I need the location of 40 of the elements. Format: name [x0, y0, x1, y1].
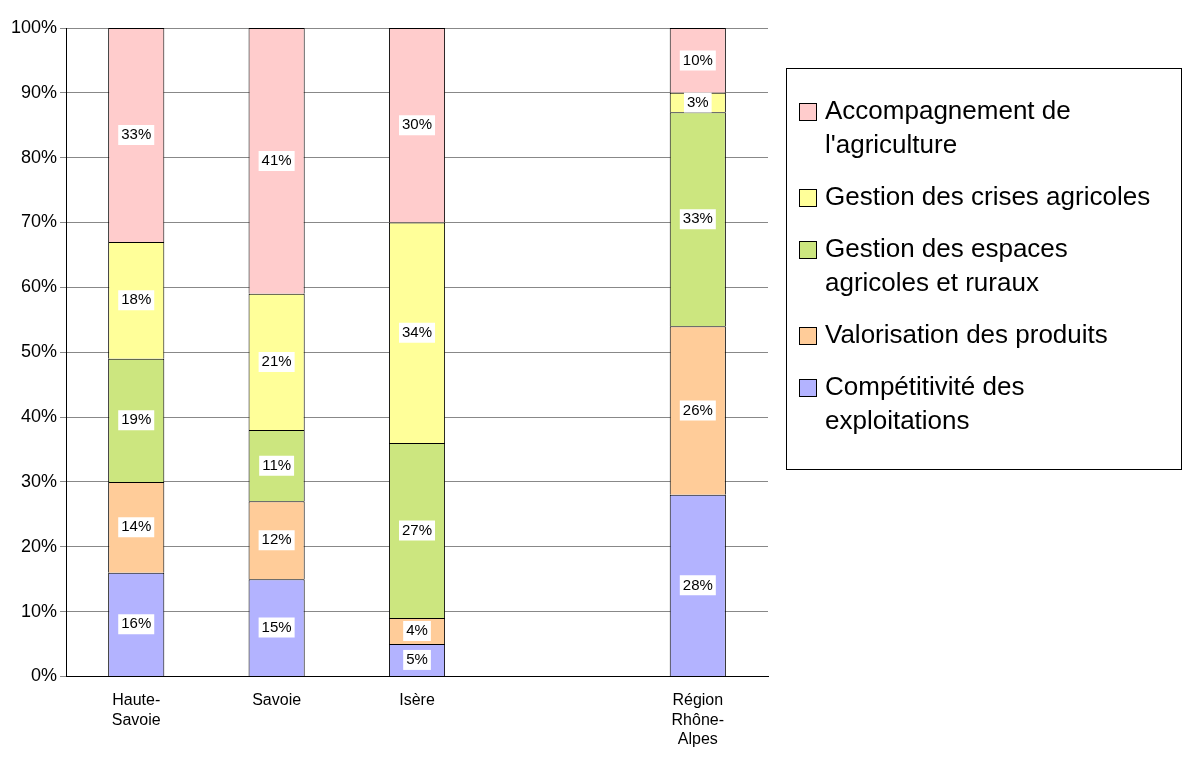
data-label: 4%: [406, 621, 428, 639]
data-label: 3%: [686, 92, 709, 110]
x-tick-label: Isère: [399, 691, 435, 709]
x-tick-label: Région Rhône-Alpes: [671, 691, 725, 747]
data-label: 16%: [121, 614, 152, 632]
legend-label: Valorisation des produits: [825, 318, 1108, 351]
legend-label: Compétitivité des exploitations: [825, 370, 1026, 437]
y-tick-label: 70%: [21, 211, 58, 232]
data-label: 33%: [121, 125, 152, 143]
y-tick-label: 90%: [21, 81, 58, 102]
data-label: 14%: [121, 517, 152, 535]
data-label: 10%: [682, 50, 713, 68]
legend-label: Accompagnement de l'agriculture: [825, 94, 1072, 161]
y-tick-label: 40%: [21, 406, 58, 427]
y-tick-label: 30%: [21, 470, 58, 491]
y-tick-label: 100%: [10, 16, 58, 37]
data-label: 34%: [402, 322, 433, 340]
legend-label: Gestion des crises agricoles: [825, 180, 1151, 213]
x-tick-label: Haute-Savoie: [111, 691, 161, 728]
data-label: 21%: [261, 352, 292, 370]
y-tick-label: 20%: [21, 535, 58, 556]
data-label: 11%: [262, 455, 292, 473]
y-tick-label: 60%: [21, 276, 58, 297]
legend-label: Gestion des espaces agricoles et ruraux: [825, 232, 1069, 299]
data-label: 33%: [682, 209, 713, 227]
data-label: 28%: [682, 575, 713, 593]
y-tick-label: 50%: [21, 341, 58, 362]
y-tick-label: 0%: [31, 665, 58, 686]
y-tick-label: 10%: [21, 600, 58, 621]
y-tick-label: 80%: [21, 146, 58, 167]
data-label: 12%: [261, 530, 292, 548]
data-label: 15%: [261, 617, 292, 635]
data-label: 19%: [121, 410, 152, 428]
data-label: 27%: [402, 520, 433, 538]
x-tick-label: Savoie: [252, 691, 302, 709]
data-label: 5%: [406, 650, 428, 668]
data-label: 30%: [402, 115, 433, 133]
data-label: 18%: [121, 290, 152, 308]
data-label: 26%: [682, 400, 713, 418]
data-label: 41%: [261, 151, 292, 169]
